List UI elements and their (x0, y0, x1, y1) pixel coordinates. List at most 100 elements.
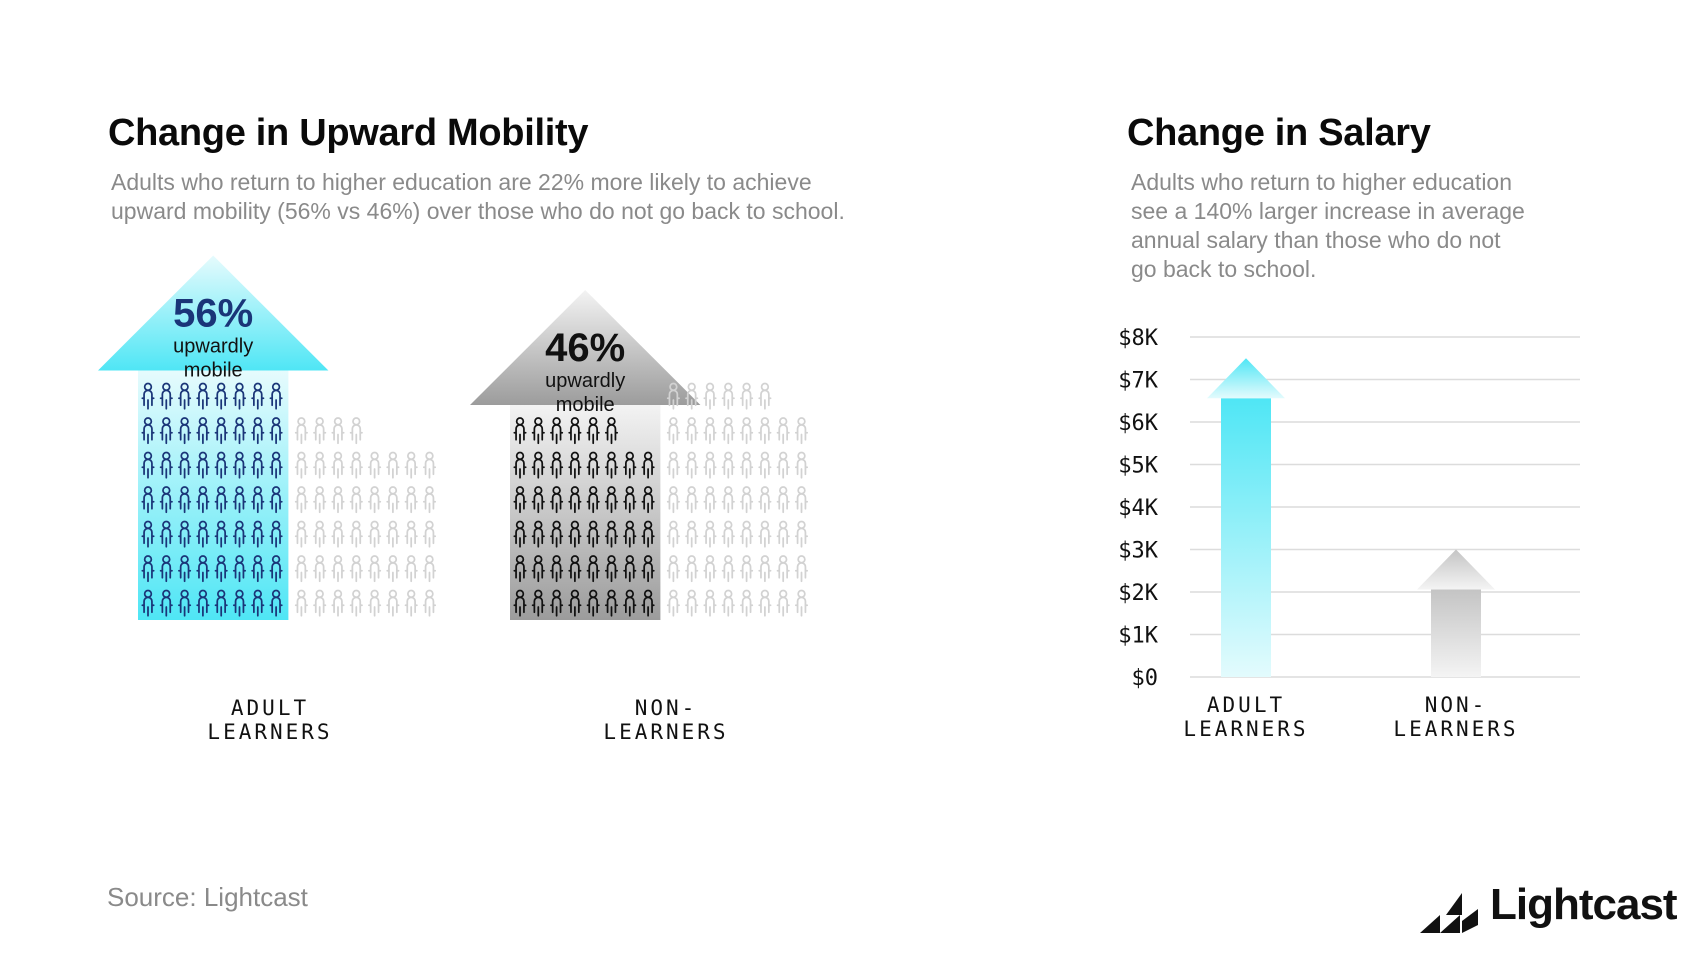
y-tick-label: $6K (1118, 411, 1158, 436)
person-icon-inactive (703, 417, 717, 445)
person-icon-inactive (758, 486, 772, 514)
person-icon-inactive (422, 486, 437, 514)
mobility-subtitle-line-1: Adults who return to higher education ar… (111, 169, 812, 195)
person-icon-inactive (313, 417, 327, 445)
person-icon-inactive (758, 555, 772, 583)
person-icon-inactive (404, 451, 418, 479)
salary-subtitle-line-1: Adults who return to higher education (1131, 169, 1513, 195)
person-icon-inactive (758, 451, 772, 479)
person-icon-inactive (685, 589, 699, 617)
person-icon-inactive (703, 520, 717, 548)
person-icon-inactive (666, 486, 681, 514)
person-icon-inactive (404, 555, 418, 583)
person-icon-inactive (404, 520, 418, 548)
category-label: LEARNERS (207, 720, 332, 744)
lightcast-mark-icon (1420, 893, 1478, 933)
logo-text: Lightcast (1490, 880, 1678, 929)
person-icon-inactive (349, 555, 363, 583)
person-icon-inactive (739, 451, 754, 479)
bar-arrow-shaft (1431, 589, 1481, 677)
x-category-label: NON- (1425, 693, 1488, 717)
lightcast-logo: Lightcast (1418, 875, 1693, 941)
person-icon-inactive (404, 589, 418, 617)
person-icon-inactive (794, 417, 809, 445)
person-icon-inactive (331, 486, 345, 514)
y-tick-label: $8K (1118, 326, 1158, 351)
person-icon-inactive (739, 589, 754, 617)
person-icon-inactive (739, 382, 754, 410)
person-icon-inactive (349, 417, 363, 445)
x-category-label: LEARNERS (1183, 717, 1308, 741)
person-icon-inactive (349, 589, 363, 617)
person-icon-inactive (666, 520, 681, 548)
y-tick-label: $5K (1118, 454, 1158, 479)
category-label: NON- (635, 696, 698, 720)
person-icon-inactive (739, 417, 754, 445)
salary-chart: $0$1K$2K$3K$4K$5K$6K$7K$8KADULTLEARNERSN… (1118, 326, 1580, 741)
upward-mobility-chart: 56%upwardlymobileADULTLEARNERS46%upwardl… (98, 255, 809, 744)
person-icon-inactive (367, 589, 382, 617)
person-icon-inactive (313, 451, 327, 479)
mobility-subtitle: Adults who return to higher education ar… (111, 168, 845, 226)
person-icon-inactive (721, 555, 735, 583)
person-icon-inactive (794, 451, 809, 479)
arrow-shaft (510, 405, 661, 620)
person-icon-inactive (349, 486, 363, 514)
person-icon-inactive (331, 451, 345, 479)
caption-label: upwardly (545, 370, 625, 392)
person-icon-inactive (721, 417, 735, 445)
salary-subtitle-line-4: go back to school. (1131, 256, 1317, 282)
person-icon-inactive (313, 486, 327, 514)
arrow-head (98, 255, 329, 371)
salary-subtitle: Adults who return to higher education se… (1131, 168, 1525, 284)
person-icon-inactive (294, 417, 309, 445)
x-category-label: ADULT (1207, 693, 1285, 717)
person-icon-inactive (721, 589, 735, 617)
person-icon-inactive (422, 555, 437, 583)
caption-label: mobile (556, 394, 615, 416)
person-icon-inactive (685, 382, 699, 410)
person-icon-inactive (331, 589, 345, 617)
person-icon-inactive (294, 589, 309, 617)
person-icon-inactive (349, 520, 363, 548)
person-icon-inactive (703, 589, 717, 617)
person-icon-inactive (294, 486, 309, 514)
person-icon-inactive (666, 417, 681, 445)
value-label: 46% (545, 326, 625, 370)
person-icon-inactive (739, 520, 754, 548)
person-icon-inactive (685, 417, 699, 445)
bar-arrow-shaft (1221, 398, 1271, 677)
person-icon-inactive (313, 520, 327, 548)
y-tick-label: $3K (1118, 539, 1158, 564)
person-icon-inactive (685, 520, 699, 548)
person-icon-inactive (739, 486, 754, 514)
x-category-label: LEARNERS (1393, 717, 1518, 741)
person-icon-inactive (386, 451, 400, 479)
person-icon-inactive (703, 555, 717, 583)
person-icon-inactive (404, 486, 418, 514)
person-icon-inactive (758, 417, 772, 445)
person-icon-inactive (794, 520, 809, 548)
person-icon-inactive (776, 417, 790, 445)
person-icon-inactive (294, 451, 309, 479)
person-icon-inactive (794, 486, 809, 514)
value-label: 56% (173, 292, 253, 336)
arrow-shaft (138, 370, 289, 620)
person-icon-inactive (386, 486, 400, 514)
person-icon-inactive (776, 486, 790, 514)
salary-subtitle-line-2: see a 140% larger increase in average (1131, 198, 1525, 224)
person-icon-inactive (776, 520, 790, 548)
person-icon-inactive (367, 555, 382, 583)
person-icon-inactive (721, 451, 735, 479)
salary-subtitle-line-3: annual salary than those who do not (1131, 227, 1501, 253)
y-tick-label: $2K (1118, 581, 1158, 606)
person-icon-inactive (367, 520, 382, 548)
person-icon-inactive (721, 520, 735, 548)
person-icon-inactive (313, 589, 327, 617)
arrow-head (470, 290, 701, 405)
y-tick-label: $1K (1118, 624, 1158, 649)
person-icon-inactive (386, 555, 400, 583)
person-icon-inactive (666, 451, 681, 479)
y-tick-label: $4K (1118, 496, 1158, 521)
y-tick-label: $7K (1118, 369, 1158, 394)
